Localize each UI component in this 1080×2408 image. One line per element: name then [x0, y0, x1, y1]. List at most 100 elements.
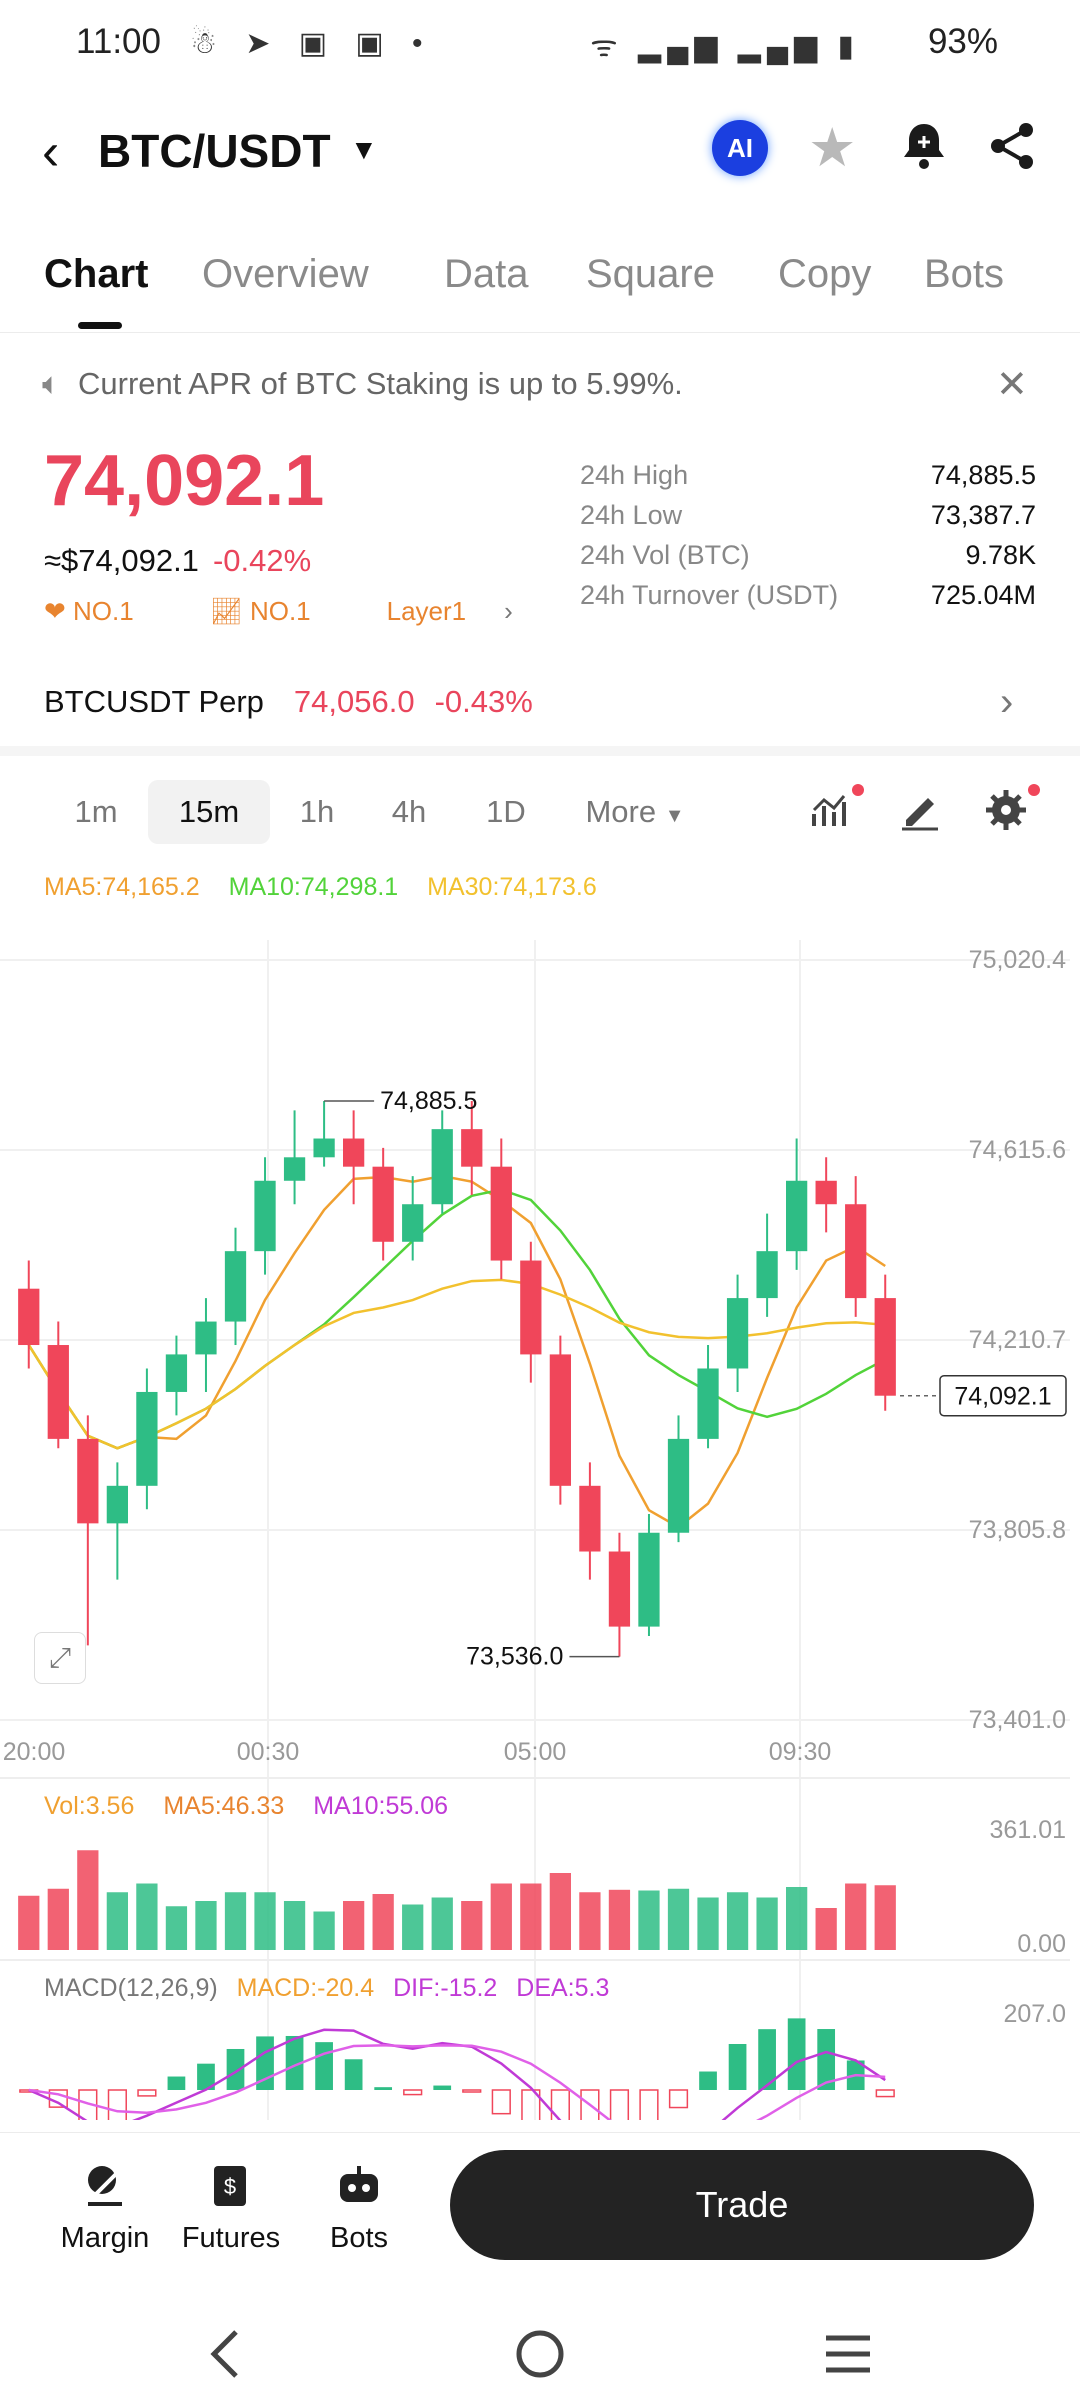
system-back-icon[interactable]	[206, 2326, 246, 2382]
timeframe-4h[interactable]: 4h	[391, 794, 427, 829]
y-axis-label: 75,020.4	[969, 946, 1066, 974]
nav-futures[interactable]: $ Futures	[166, 2158, 296, 2255]
tab-data[interactable]: Data	[444, 252, 529, 296]
volume-bar	[461, 1901, 483, 1950]
nav-margin[interactable]: Margin	[40, 2158, 170, 2255]
y-axis-label: 74,615.6	[969, 1136, 1066, 1164]
volume-legend: Vol:3.56 MA5:46.33 MA10:55.06	[44, 1792, 448, 1821]
nav-bots[interactable]: Bots	[294, 2158, 424, 2255]
timeframe-more[interactable]: More ▼	[585, 794, 685, 829]
macd-bar	[758, 2029, 776, 2090]
indicators-icon[interactable]	[810, 788, 854, 832]
pair-title[interactable]: BTC/USDT	[98, 125, 331, 177]
status-bar: 11:00 ☃ ➤ ▣ ▣ • ᯤ ▂▄▆ ▂▄▆ ▮ 93%	[0, 0, 1080, 90]
draw-tool-icon[interactable]	[898, 788, 942, 832]
caret-down-icon[interactable]: ▼	[350, 134, 378, 165]
ma-legend: MA5:74,165.2 MA10:74,298.1 MA30:74,173.6	[44, 873, 597, 902]
bell-icon[interactable]	[896, 118, 952, 174]
candle-body	[431, 1129, 453, 1205]
candle-body	[106, 1485, 128, 1524]
usd-price-row: ≈$74,092.1 -0.42%	[44, 543, 311, 579]
candle-body	[136, 1391, 158, 1486]
timeframe-1d[interactable]: 1D	[486, 794, 526, 829]
macd-bar	[433, 2085, 452, 2090]
divider	[0, 332, 1080, 333]
macd-value: MACD:-20.4	[236, 1974, 375, 2002]
macd-bar	[521, 2089, 541, 2120]
vol-ma10: MA10:55.06	[313, 1792, 449, 1820]
candle-body	[815, 1180, 837, 1205]
candle-body	[520, 1260, 542, 1355]
macd-bar	[403, 2089, 423, 2096]
system-recents-icon[interactable]	[822, 2332, 874, 2376]
back-icon[interactable]: ‹	[42, 123, 60, 181]
candle-body	[786, 1180, 808, 1252]
volume-bar	[579, 1892, 601, 1950]
divider	[0, 2132, 1080, 2133]
macd-bar	[817, 2029, 836, 2090]
x-axis-label: 09:30	[769, 1738, 832, 1766]
tab-overview[interactable]: Overview	[202, 252, 369, 296]
badges[interactable]: ❤ NO.1 📈︎ NO.1 Layer1 ›	[44, 596, 551, 627]
stat-24h-low: 24h Low 73,387.7	[580, 500, 1036, 530]
macd-bar	[167, 2076, 186, 2090]
stats-panel: 24h High 74,885.5 24h Low 73,387.7 24h Vol…	[580, 460, 1036, 620]
dif-line	[28, 2028, 886, 2120]
perp-change: -0.43%	[434, 684, 533, 719]
timeframe-15m[interactable]: 15m	[148, 780, 270, 844]
ai-button[interactable]: AI	[712, 120, 768, 176]
vol-ma5: MA5:46.33	[163, 1792, 285, 1820]
candle-body	[726, 1298, 749, 1369]
macd-bar	[285, 2035, 304, 2090]
volume-bar	[608, 1889, 631, 1950]
announcement[interactable]: 🔈︎ Current APR of BTC Staking is up to 5.…	[42, 366, 683, 403]
signal-icons: ᯤ ▂▄▆ ▂▄▆ ▮	[590, 30, 860, 63]
volume-bar	[874, 1885, 896, 1950]
perp-row[interactable]: BTCUSDT Perp 74,056.0 -0.43%	[44, 684, 533, 720]
tab-square[interactable]: Square	[586, 252, 715, 296]
macd-bar	[639, 2089, 659, 2120]
tab-chart[interactable]: Chart	[44, 252, 149, 296]
macd-bar	[226, 2048, 245, 2090]
candle-body	[195, 1321, 217, 1355]
share-icon[interactable]	[984, 118, 1040, 174]
candle-body	[845, 1204, 867, 1299]
chevron-right-icon[interactable]: ›	[1000, 680, 1014, 724]
candle-body	[47, 1345, 69, 1439]
badge-layer1: Layer1	[386, 596, 467, 626]
margin-icon	[40, 2158, 170, 2212]
star-icon[interactable]: ★	[808, 118, 857, 178]
candle-body	[402, 1204, 424, 1242]
tab-copy[interactable]: Copy	[778, 252, 872, 296]
volume-bar	[667, 1888, 690, 1950]
status-time: 11:00	[76, 22, 161, 61]
vol-axis-label: 0.00	[1017, 1930, 1066, 1958]
timeframe-1h[interactable]: 1h	[299, 794, 335, 829]
volume-bar	[756, 1897, 778, 1950]
tab-bots[interactable]: Bots	[924, 252, 1005, 296]
dea-line	[28, 2044, 886, 2120]
volume-bar	[697, 1897, 719, 1950]
expand-icon[interactable]: ⤢	[34, 1632, 86, 1684]
timeframe-1m[interactable]: 1m	[74, 794, 118, 829]
candle-body	[461, 1129, 483, 1167]
chevron-right-icon[interactable]: ›	[504, 596, 513, 626]
settings-gear-icon[interactable]	[984, 788, 1028, 832]
candle-body	[756, 1251, 778, 1299]
usd-price: ≈$74,092.1	[44, 543, 199, 578]
volume-bar	[638, 1890, 660, 1950]
volume-bar	[283, 1901, 306, 1950]
trade-button[interactable]: Trade	[450, 2150, 1034, 2260]
notification-dot	[852, 784, 864, 796]
system-home-icon[interactable]	[514, 2328, 566, 2380]
low-price-label: 73,536.0	[466, 1643, 563, 1671]
robot-icon	[294, 2158, 424, 2212]
close-icon[interactable]: ✕	[996, 364, 1028, 406]
high-price-label: 74,885.5	[380, 1087, 477, 1115]
ma5-value: MA5:74,165.2	[44, 873, 200, 901]
kline-chart[interactable]: 75,020.4 74,615.6 74,210.7 73,805.8 73,401.0…	[0, 860, 1080, 2120]
svg-text:$: $	[224, 2174, 236, 2199]
header: ‹ BTC/USDT ▼ AI ★	[0, 100, 1080, 210]
macd-bar	[462, 2089, 482, 2093]
speaker-icon: 🔈︎	[42, 366, 61, 401]
